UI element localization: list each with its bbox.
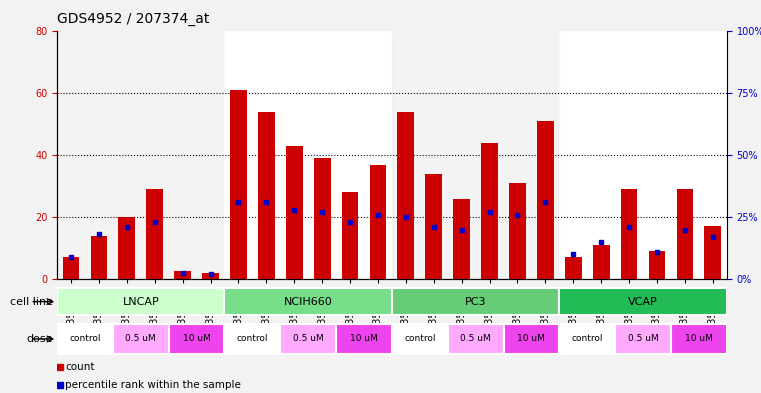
Text: 0.5 uM: 0.5 uM [293,334,323,343]
Bar [119,217,135,279]
Bar [174,271,191,279]
Text: control: control [404,334,435,343]
Text: PC3: PC3 [465,297,486,307]
Bar [454,198,470,279]
Text: control: control [572,334,603,343]
Bar [559,324,615,354]
Bar [509,183,526,279]
Text: 0.5 uM: 0.5 uM [628,334,658,343]
Text: VCAP: VCAP [628,297,658,307]
Bar [202,273,219,279]
Bar [425,174,442,279]
Bar [537,121,554,279]
Text: control: control [69,334,100,343]
Text: 10 uM: 10 uM [685,334,713,343]
Text: 10 uM: 10 uM [517,334,546,343]
Bar [447,324,504,354]
Bar [57,324,113,354]
Bar [57,288,224,315]
Bar [314,158,330,279]
Bar [392,288,559,315]
Bar [224,324,280,354]
Bar [169,324,224,354]
Bar [113,324,169,354]
Bar [397,112,414,279]
Text: cell line: cell line [10,297,53,307]
Text: dose: dose [27,334,53,344]
Text: LNCAP: LNCAP [123,297,159,307]
Text: 0.5 uM: 0.5 uM [460,334,491,343]
Bar [286,146,303,279]
Bar [392,31,559,279]
Bar [671,324,727,354]
Bar [62,257,79,279]
Text: percentile rank within the sample: percentile rank within the sample [65,380,241,390]
Text: 10 uM: 10 uM [350,334,378,343]
Text: count: count [65,362,95,373]
Text: 0.5 uM: 0.5 uM [126,334,156,343]
Bar [280,324,336,354]
Bar [336,324,392,354]
Bar [224,31,392,279]
Bar [648,251,665,279]
Bar [565,257,581,279]
Text: GDS4952 / 207374_at: GDS4952 / 207374_at [57,12,209,26]
Bar [91,236,107,279]
Text: 10 uM: 10 uM [183,334,211,343]
Bar [224,288,392,315]
Bar [481,143,498,279]
Bar [57,31,224,279]
Bar [258,112,275,279]
Bar [677,189,693,279]
Text: control: control [237,334,268,343]
Bar [559,31,727,279]
Bar [559,288,727,315]
Bar [621,189,638,279]
Bar [342,192,358,279]
Bar [230,90,247,279]
Bar [705,226,721,279]
Bar [392,324,447,354]
Bar [370,165,387,279]
Bar [593,245,610,279]
Bar [504,324,559,354]
Bar [146,189,163,279]
Text: NCIH660: NCIH660 [284,297,333,307]
Bar [615,324,671,354]
